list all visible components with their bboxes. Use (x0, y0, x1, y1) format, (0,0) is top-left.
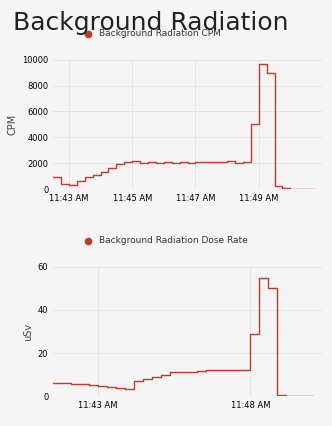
Text: Background Radiation Dose Rate: Background Radiation Dose Rate (99, 236, 248, 245)
Text: Background Radiation: Background Radiation (13, 11, 289, 35)
Text: Background Radiation CPM: Background Radiation CPM (99, 29, 221, 38)
Y-axis label: uSv: uSv (24, 322, 34, 340)
Y-axis label: CPM: CPM (8, 114, 18, 135)
